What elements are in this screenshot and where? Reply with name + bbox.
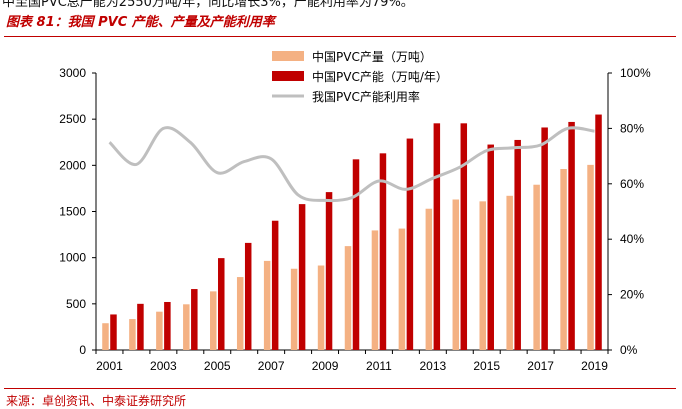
capacity-bar — [164, 301, 171, 350]
capacity-bar — [191, 289, 198, 350]
chart-line — [108, 126, 595, 203]
left-tick-label: 3000 — [59, 66, 86, 80]
capacity-bar — [460, 123, 468, 351]
production-bar — [317, 265, 325, 350]
figure-title: 图表 81：我国 PVC 产能、产量及产能利用率 — [6, 15, 275, 30]
production-bar — [506, 195, 513, 350]
right-tick-label: 0% — [620, 343, 638, 357]
source-note: 来源：卓创资讯、中泰证券研究所 — [6, 394, 187, 408]
production-bar — [263, 260, 271, 350]
capacity-bar — [271, 220, 279, 350]
capacity-bar — [514, 139, 521, 350]
production-bar — [452, 199, 460, 350]
x-tick-label: 2017 — [527, 359, 554, 373]
capacity-bar — [568, 121, 575, 350]
production-bar — [398, 228, 406, 350]
left-tick-label: 1500 — [59, 205, 86, 219]
left-tick-label: 500 — [66, 297, 86, 311]
production-bar — [102, 323, 109, 350]
capacity-bar — [541, 127, 548, 350]
capacity-bar — [244, 242, 252, 350]
capacity-bar — [218, 258, 225, 350]
utilization-line — [108, 126, 595, 203]
legend-label: 我国PVC产能利用率 — [312, 89, 420, 104]
capacity-bar — [433, 123, 441, 351]
production-bar — [479, 201, 486, 350]
production-bar — [156, 311, 163, 350]
production-bar — [210, 291, 217, 350]
footer-divider — [4, 388, 676, 389]
capacity-bar — [487, 144, 494, 350]
capacity-bar — [137, 303, 144, 350]
x-tick-label: 2007 — [258, 359, 285, 373]
x-tick-label: 2005 — [204, 359, 231, 373]
right-tick-label: 80% — [620, 121, 644, 135]
production-bar — [129, 319, 136, 350]
chart-axes: 0 500 1000 1500 2000 2500 3000 0% 20% 40% 60% 80% 10… — [59, 66, 651, 373]
x-tick-label: 2019 — [581, 359, 608, 373]
legend-label: 中国PVC产能（万吨/年） — [312, 69, 448, 84]
production-bar — [425, 208, 433, 350]
capacity-bar — [298, 204, 306, 350]
x-tick-label: 2011 — [366, 359, 392, 373]
clipped-header-text: 中至国PVC总产能为2550万吨/年，同比增长3%，产能利用率为79%。 — [2, 0, 414, 8]
production-bar — [290, 268, 298, 350]
production-bar — [533, 184, 540, 350]
left-tick-label: 1000 — [59, 251, 86, 265]
production-bar — [344, 246, 352, 350]
production-bar — [587, 164, 594, 350]
x-tick-label: 2013 — [419, 359, 446, 373]
x-tick-label: 2009 — [312, 359, 339, 373]
capacity-bar — [352, 159, 360, 350]
left-tick-label: 0 — [79, 343, 86, 357]
production-bar — [183, 304, 190, 350]
left-tick-label: 2000 — [59, 158, 86, 172]
capacity-bar — [110, 314, 117, 350]
left-tick-label: 2500 — [59, 112, 86, 126]
right-tick-label: 20% — [620, 288, 644, 302]
legend-swatch-capacity — [272, 71, 304, 81]
capacity-bar — [379, 153, 387, 350]
production-bar — [371, 230, 379, 350]
capacity-bar — [595, 114, 602, 350]
chart-legend: 中国PVC产量（万吨） 中国PVC产能（万吨/年） 我国PVC产能利用率 — [272, 49, 448, 104]
x-tick-label: 2003 — [150, 359, 177, 373]
capacity-bar — [406, 138, 414, 350]
right-tick-label: 60% — [620, 177, 644, 191]
production-bar — [236, 277, 244, 350]
capacity-bar — [325, 192, 333, 350]
title-divider — [4, 36, 676, 37]
x-tick-label: 2001 — [96, 359, 123, 373]
right-tick-label: 40% — [620, 232, 644, 246]
x-tick-label: 2015 — [473, 359, 500, 373]
legend-swatch-production — [272, 51, 304, 61]
production-bar — [560, 169, 567, 350]
right-tick-label: 100% — [620, 66, 651, 80]
legend-label: 中国PVC产量（万吨） — [312, 49, 432, 64]
chart-bars — [102, 114, 602, 351]
